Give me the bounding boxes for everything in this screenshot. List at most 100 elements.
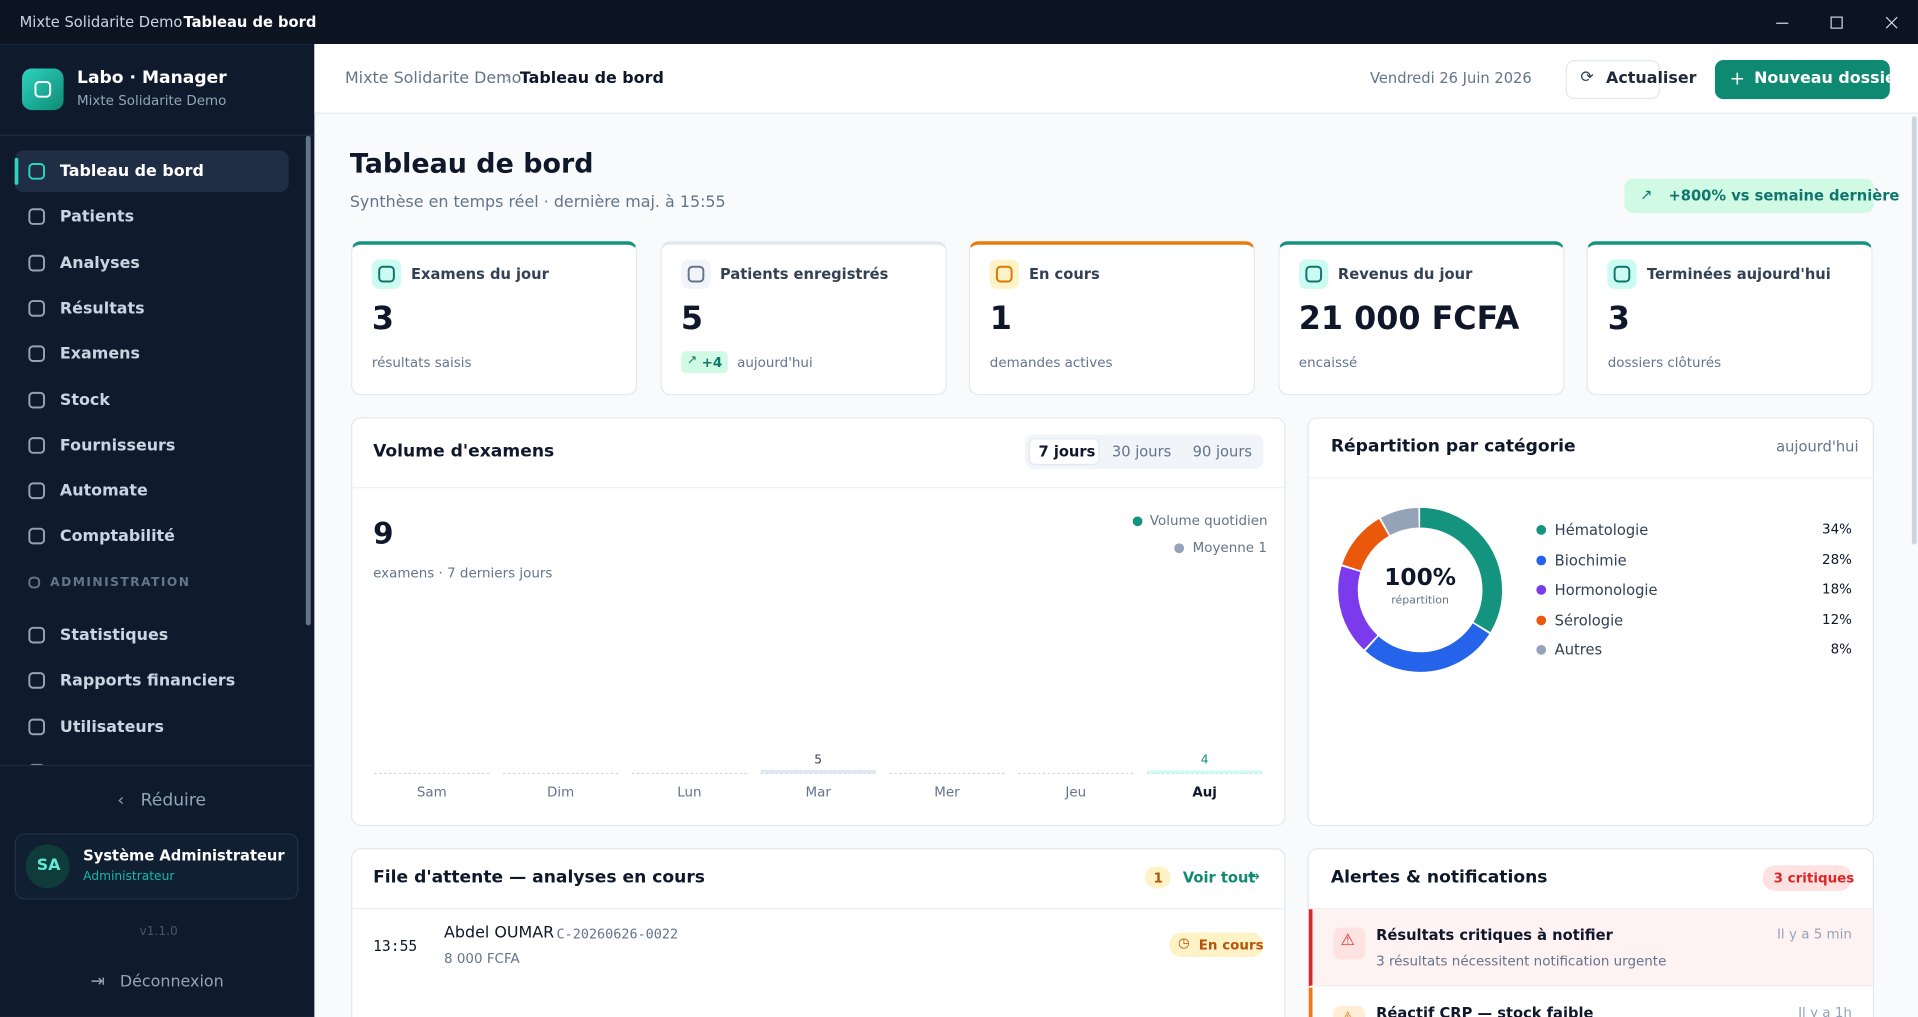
scrollbar[interactable] — [1911, 116, 1917, 545]
x-tick-label: Auj — [1192, 786, 1217, 801]
titlebar — [0, 0, 1918, 45]
icon — [28, 391, 46, 408]
icon — [28, 436, 46, 454]
icon-shape — [1614, 265, 1631, 283]
nav-item[interactable]: Utilisateurs — [59, 717, 165, 737]
refresh-button[interactable] — [1565, 59, 1660, 100]
nav-item[interactable]: Rapports financiers — [59, 672, 236, 691]
card-divider — [1308, 908, 1873, 910]
icon — [28, 576, 41, 589]
link-arrow: → — [1247, 867, 1260, 885]
brand: Labo · Manager — [77, 68, 227, 89]
x-tick-label: Lun — [677, 786, 701, 801]
legend-label: Hématologie — [1554, 521, 1649, 539]
alert-row[interactable] — [1308, 909, 1873, 987]
user-role: Administrateur — [83, 870, 175, 884]
legend-dot — [1536, 614, 1547, 625]
alert-icon-box — [1333, 1005, 1366, 1017]
bar-value: 4 — [1201, 753, 1209, 767]
new-label[interactable]: Nouveau dossier — [1754, 69, 1904, 89]
bar — [760, 769, 876, 774]
card-divider — [352, 487, 1285, 489]
breakdown-period: aujourd'hui — [1776, 438, 1859, 456]
queue-link[interactable]: Voir tout — [1182, 868, 1256, 887]
icon-shape — [996, 265, 1013, 283]
amount: 8 000 FCFA — [444, 950, 520, 967]
kpi-sub: demandes actives — [989, 354, 1113, 371]
trend: +800% vs semaine dernière — [1668, 187, 1900, 205]
version: v1.1.0 — [139, 925, 178, 939]
nav-item[interactable]: Résultats — [59, 299, 145, 319]
icon-shape — [28, 718, 46, 735]
tab[interactable]: 90 jours — [1192, 443, 1253, 461]
queue-title: File d'attente — analyses en cours — [373, 867, 706, 888]
x-tick-label: Sam — [417, 786, 447, 801]
critical-badge — [1762, 865, 1852, 891]
nav-item[interactable]: Fournisseurs — [59, 436, 176, 456]
nav-item[interactable]: Statistiques — [59, 626, 169, 645]
nav-item[interactable]: Patients — [59, 208, 135, 227]
kpi-label: En cours — [1028, 265, 1100, 283]
collapse-icon-text[interactable]: Réduire — [140, 790, 207, 811]
nav-item[interactable]: Tableau de bord — [59, 162, 204, 182]
kpi-badge-bg — [680, 351, 728, 374]
chevron: ‹ — [117, 790, 125, 811]
nav-item[interactable]: Comptabilité — [59, 527, 175, 547]
legend-label: Autres — [1554, 641, 1603, 659]
legend-text: Volume quotidien — [1149, 512, 1268, 529]
alert-title: Résultats critiques à notifier — [1376, 926, 1613, 944]
breadcrumb[interactable]: Mixte Solidarite Demo — [344, 69, 522, 89]
bar — [1147, 770, 1263, 774]
new-button[interactable] — [1714, 59, 1890, 100]
logout[interactable]: Déconnexion — [119, 972, 224, 992]
icon — [28, 718, 46, 735]
queue-time mono: 13:55 — [373, 937, 418, 955]
legend-dot — [1536, 584, 1547, 595]
volume-card — [351, 417, 1286, 827]
kpi-icon-box — [680, 259, 711, 289]
alerts-title: Alertes & notifications — [1330, 867, 1548, 888]
nav-item[interactable]: Examens — [59, 345, 140, 364]
kpi-label: Examens du jour — [410, 265, 549, 283]
kpi-badge: +4 — [701, 354, 723, 371]
legend-dot — [1536, 644, 1547, 655]
donut-segment — [1338, 507, 1503, 672]
breadcrumb-current: Tableau de bord — [519, 69, 664, 89]
nav-item[interactable]: Historique — [60, 764, 154, 765]
kpi-label: Terminées aujourd'hui — [1646, 265, 1831, 283]
icon — [34, 81, 52, 98]
icon-shape — [28, 299, 46, 317]
kpi-icon-box — [1298, 259, 1329, 289]
nav-item[interactable]: Analyses — [59, 254, 140, 273]
nav-item[interactable]: Stock — [59, 391, 110, 410]
icon — [28, 528, 46, 545]
alert-desc: 3 résultats nécessitent notification urg… — [1376, 953, 1667, 970]
card-divider — [1308, 477, 1873, 479]
kpi-sub: encaissé — [1298, 354, 1358, 371]
icon — [28, 345, 46, 363]
card-divider — [352, 908, 1285, 910]
legend-dot — [1536, 554, 1547, 565]
tab[interactable]: 7 jours — [1038, 443, 1096, 461]
window-controls[interactable] — [1776, 15, 1898, 32]
alert-row[interactable] — [1308, 987, 1873, 1017]
date: Vendredi 26 Juin 2026 — [1369, 69, 1532, 87]
trend-icon: ↗ — [1640, 186, 1653, 204]
icon-shape — [378, 265, 395, 283]
critical-text: 3 critiques — [1773, 870, 1855, 887]
volume-title: Volume d'examens — [373, 441, 555, 462]
nav-indicator — [14, 157, 19, 185]
icon — [30, 763, 44, 765]
kpi-icon-box — [371, 259, 402, 289]
avatar — [25, 844, 70, 889]
nav-item[interactable]: Automate — [59, 482, 148, 501]
tab[interactable]: 30 jours — [1111, 443, 1172, 461]
alert-icon-box — [1333, 927, 1366, 960]
legend-label: Hormonologie — [1554, 581, 1658, 599]
value-label: 28% — [1822, 551, 1852, 568]
value-label: 12% — [1822, 611, 1852, 628]
refresh-label[interactable]: Actualiser — [1606, 69, 1697, 89]
icon — [996, 265, 1013, 283]
